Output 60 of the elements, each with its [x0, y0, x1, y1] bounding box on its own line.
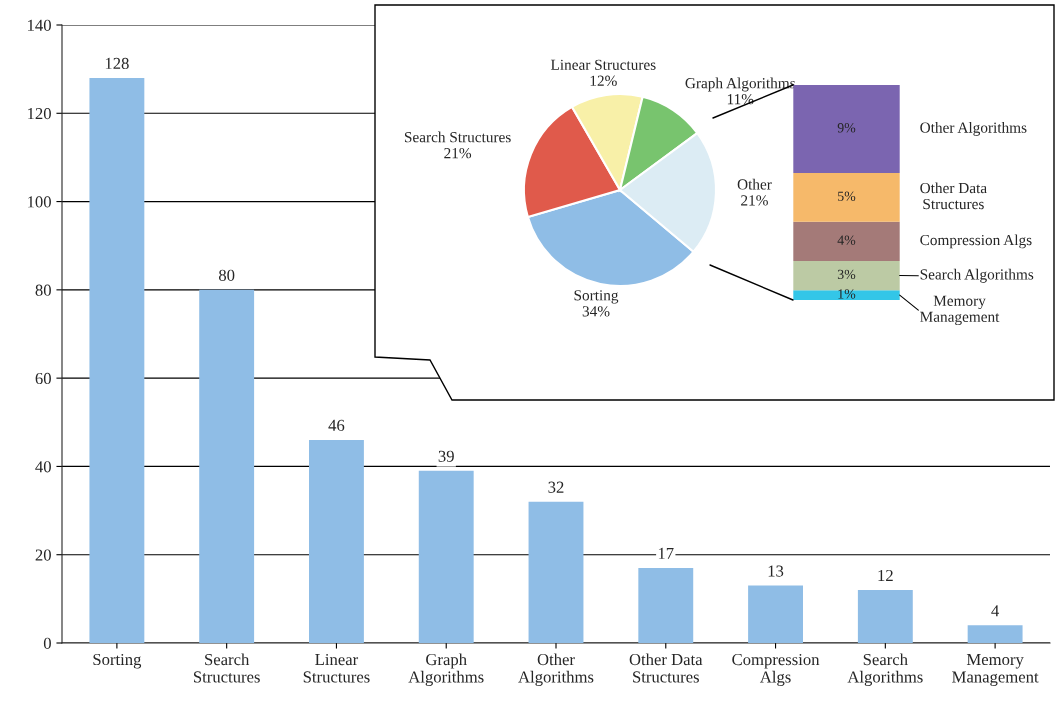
x-tick-label: Other Data Structures [629, 653, 703, 683]
bar [793, 85, 900, 173]
bar [793, 260, 900, 291]
bar [793, 290, 900, 300]
data-label: 3% [837, 269, 856, 280]
data-label: 12% [590, 75, 617, 86]
y-tick-label: 20 [35, 549, 51, 561]
bar [309, 439, 364, 643]
series-label: Search Algorithms [920, 268, 1034, 283]
data-label: 5% [838, 191, 856, 201]
data-label: 21% [444, 147, 472, 159]
data-label: 80 [218, 269, 235, 281]
y-tick-label: 0 [43, 637, 51, 649]
y-tick-label: 120 [28, 107, 51, 120]
y-tick-label: 40 [35, 461, 51, 473]
slice-label: Linear Structures [550, 59, 656, 70]
x-tick-label: Graph Algorithms [408, 653, 484, 687]
bar [967, 625, 1023, 643]
bar [793, 172, 900, 222]
data-label: 13 [768, 565, 784, 577]
x-tick-label: Search Structures [193, 653, 260, 683]
bar [748, 585, 803, 643]
y-tick-label: 100 [28, 196, 51, 208]
data-label: 32 [548, 481, 564, 493]
series-label: Other Data Structures [920, 182, 987, 210]
data-label: 34% [582, 306, 610, 317]
data-label: 12 [878, 569, 893, 581]
x-tick-label: Linear Structures [303, 653, 370, 683]
data-label: 128 [105, 57, 129, 70]
x-tick-label: Search Algorithms [847, 653, 923, 687]
bar [857, 590, 913, 643]
data-label: 4 [991, 605, 1000, 617]
data-label: 4% [837, 235, 856, 245]
series-label: Compression Algs [920, 234, 1032, 249]
slice-label: Search Structures [404, 131, 511, 143]
x-tick-label: Memory Management [952, 654, 1039, 687]
data-label: 46 [328, 419, 345, 431]
bar [89, 77, 145, 643]
y-tick-label: 60 [35, 372, 51, 385]
x-tick-label: Sorting [93, 653, 142, 669]
bar [793, 221, 900, 261]
data-label: 21% [741, 195, 768, 206]
slice-label: Other [737, 178, 772, 190]
x-tick-label: Compression Algs [732, 653, 820, 687]
slice-label: Sorting [574, 290, 619, 304]
bar [638, 567, 694, 643]
data-label: 39 [438, 450, 454, 462]
data-label: 11% [727, 94, 754, 105]
slice-label: Graph Algorithms [685, 77, 796, 92]
y-tick-label: 140 [28, 19, 51, 31]
x-tick-label: Other Algorithms [518, 653, 594, 687]
y-tick-label: 80 [35, 284, 51, 296]
bar [528, 501, 584, 643]
series-label: Other Algorithms [920, 122, 1027, 136]
bar [199, 289, 255, 643]
data-label: 1% [838, 289, 856, 299]
data-label: 9% [837, 123, 856, 133]
data-label: 17 [658, 547, 674, 559]
series-label: Memory Management [920, 295, 1000, 326]
bar [418, 470, 474, 643]
